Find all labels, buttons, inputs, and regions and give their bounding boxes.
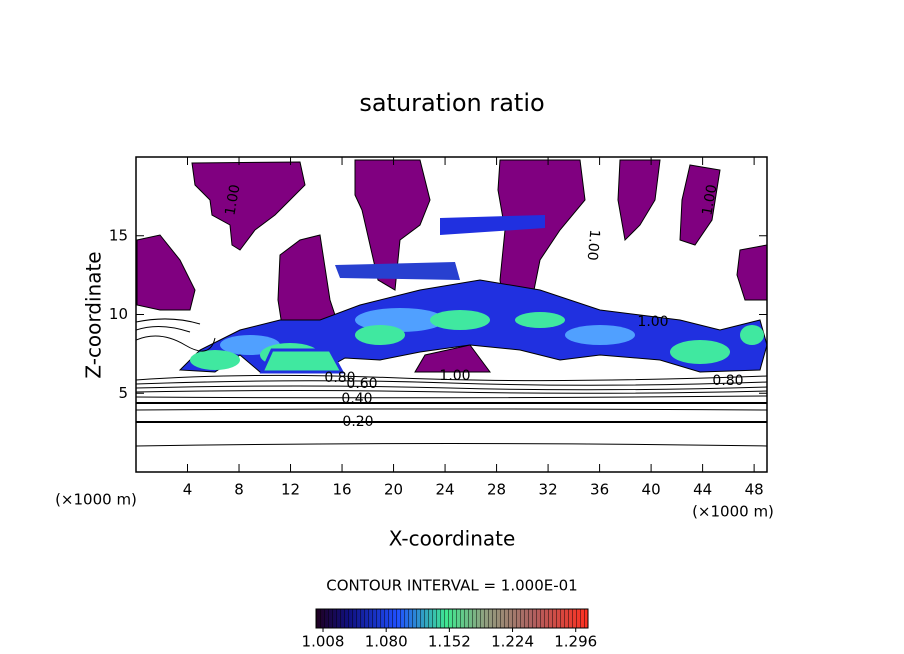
axis-unit: (×1000 m) xyxy=(692,503,774,521)
x-tick-label: 40 xyxy=(642,481,661,499)
contour-label: 0.60 xyxy=(346,376,377,392)
annotation: CONTOUR INTERVAL = 1.000E-01 xyxy=(326,577,577,595)
colorbar-frame xyxy=(315,608,589,629)
contour-label: 0.80 xyxy=(712,373,743,389)
contour-label: 0.40 xyxy=(341,391,372,407)
green-region xyxy=(259,348,345,374)
colorbar-tick-label: 1.008 xyxy=(302,633,345,651)
x-tick-label: 24 xyxy=(436,481,455,499)
contour-label: 1.00 xyxy=(584,229,603,261)
y-axis-label: Z-coordinate xyxy=(82,251,106,378)
contour-label: 0.20 xyxy=(342,414,373,430)
colorbar-tick-label: 1.224 xyxy=(491,633,534,651)
x-tick-label: 12 xyxy=(281,481,300,499)
colorbar-tick-label: 1.296 xyxy=(554,633,597,651)
field xyxy=(136,159,767,447)
purple-region xyxy=(136,159,767,346)
x-tick-label: 20 xyxy=(384,481,403,499)
colorbar-tick-label: 1.080 xyxy=(365,633,408,651)
chart-title: saturation ratio xyxy=(359,89,544,117)
contour-label: 1.00 xyxy=(439,368,470,384)
x-axis-label: X-coordinate xyxy=(389,527,516,551)
contour-line xyxy=(136,318,767,447)
y-tick-label: 5 xyxy=(118,384,128,402)
x-tick-label: 4 xyxy=(183,481,193,499)
purple-region xyxy=(414,344,491,373)
x-tick-label: 36 xyxy=(590,481,609,499)
colorbar-tick-label: 1.152 xyxy=(428,633,471,651)
y-tick-label: 10 xyxy=(109,305,128,323)
y-tick-label: 15 xyxy=(109,226,128,244)
contour-label: 1.00 xyxy=(637,314,668,330)
x-tick-label: 32 xyxy=(539,481,558,499)
axis-unit: (×1000 m) xyxy=(55,491,137,509)
contour-label: 0.80 xyxy=(324,370,355,386)
x-tick-label: 44 xyxy=(693,481,712,499)
blue-region xyxy=(335,262,460,280)
x-tick-label: 8 xyxy=(234,481,244,499)
blue-region xyxy=(440,215,545,235)
x-tick-label: 28 xyxy=(487,481,506,499)
x-tick-label: 16 xyxy=(332,481,351,499)
x-tick-label: 48 xyxy=(745,481,764,499)
contour-label: 1.00 xyxy=(222,183,243,216)
contour-label: 1.00 xyxy=(699,183,720,216)
